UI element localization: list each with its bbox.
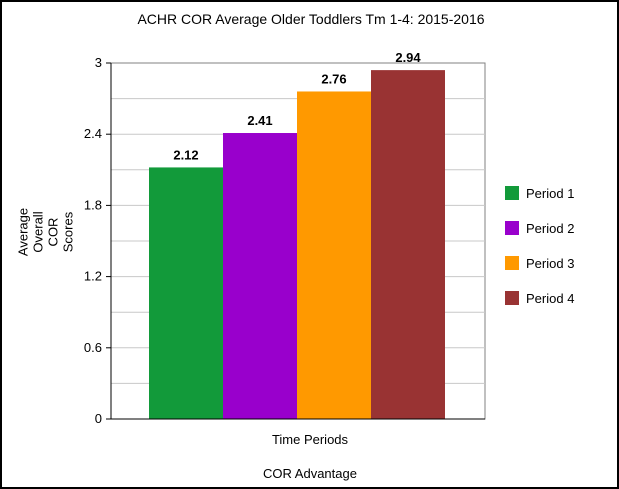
legend-label: Period 3 bbox=[526, 256, 574, 271]
bar-period-1 bbox=[149, 167, 223, 419]
y-tick-label: 0.6 bbox=[84, 340, 102, 355]
legend-swatch bbox=[505, 221, 519, 235]
legend: Period 1 Period 2 Period 3 Period 4 bbox=[505, 186, 574, 306]
y-axis-label-line: Average bbox=[16, 208, 31, 256]
bars bbox=[149, 70, 445, 420]
data-label: 2.76 bbox=[321, 71, 346, 86]
x-axis-label: Time Periods bbox=[272, 432, 349, 447]
data-labels: 2.12 2.41 2.76 2.94 bbox=[173, 50, 421, 162]
y-axis-label-line: COR bbox=[46, 218, 61, 247]
data-label: 2.94 bbox=[395, 50, 421, 65]
legend-swatch bbox=[505, 256, 519, 270]
y-axis-label: Average Overall COR Scores bbox=[16, 208, 76, 256]
legend-swatch bbox=[505, 291, 519, 305]
legend-label: Period 1 bbox=[526, 186, 574, 201]
legend-label: Period 2 bbox=[526, 221, 574, 236]
y-axis-label-line: Scores bbox=[61, 211, 76, 252]
y-tick-label: 2.4 bbox=[84, 126, 102, 141]
bar-period-4 bbox=[371, 70, 445, 420]
data-label: 2.12 bbox=[173, 147, 198, 162]
legend-label: Period 4 bbox=[526, 291, 574, 306]
y-axis-label-line: Overall bbox=[31, 211, 46, 252]
bar-period-3 bbox=[297, 91, 371, 419]
bar-period-2 bbox=[223, 133, 297, 419]
y-axis-ticks: 0 0.6 1.2 1.8 2.4 3 bbox=[84, 55, 111, 426]
y-tick-label: 3 bbox=[95, 55, 102, 70]
data-label: 2.41 bbox=[247, 113, 272, 128]
chart-title: ACHR COR Average Older Toddlers Tm 1-4: … bbox=[137, 11, 484, 27]
y-tick-label: 0 bbox=[95, 411, 102, 426]
legend-swatch bbox=[505, 186, 519, 200]
y-tick-label: 1.2 bbox=[84, 269, 102, 284]
chart-footer: COR Advantage bbox=[263, 466, 357, 481]
y-tick-label: 1.8 bbox=[84, 197, 102, 212]
